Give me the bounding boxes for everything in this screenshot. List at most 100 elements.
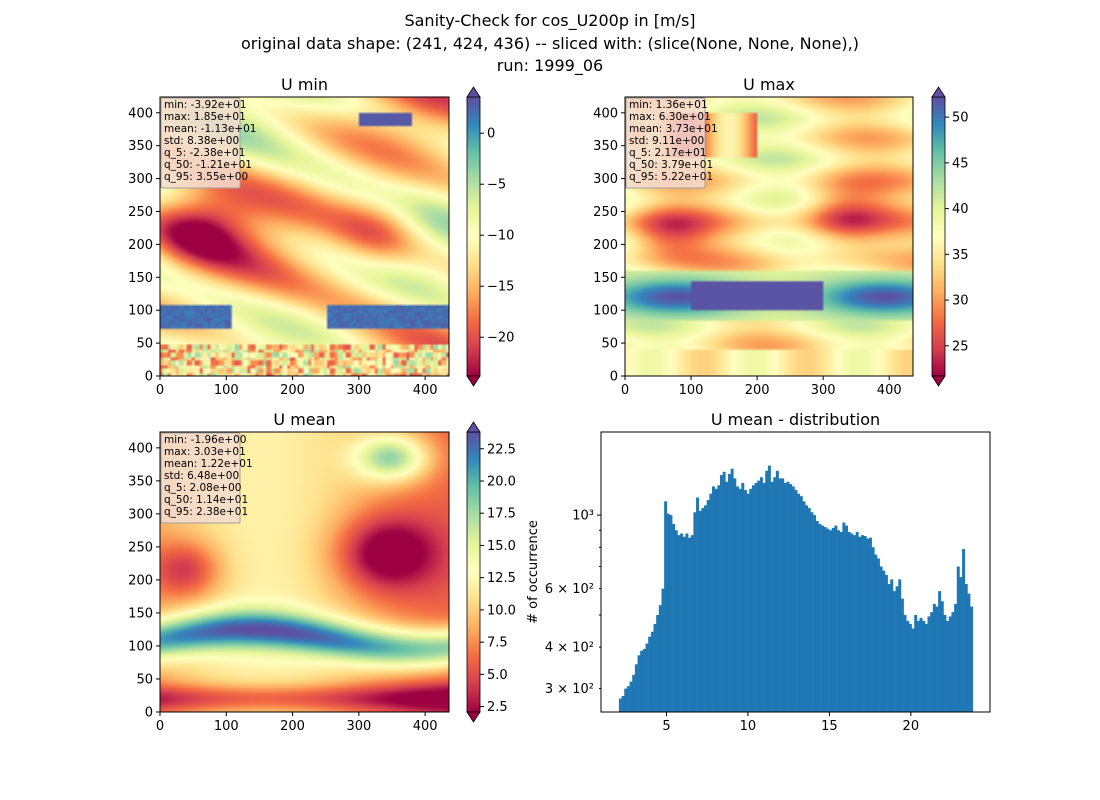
histogram-bar (733, 478, 737, 712)
u-max-ytick-label: 200 (593, 238, 618, 253)
histogram-bar (807, 508, 811, 712)
u-min-stats-line: std: 8.38e+00 (164, 135, 239, 147)
histogram-bar (818, 524, 822, 712)
histogram-bar (831, 527, 835, 712)
histogram-bar (887, 583, 891, 712)
u-mean-colorbar-tick-label: 10.0 (487, 603, 516, 618)
u-mean-distribution-ylabel: # of occurrence (526, 520, 541, 624)
histogram-bar (876, 558, 880, 712)
u-mean-colorbar-gradient (466, 431, 481, 713)
histogram-bar (911, 628, 915, 712)
histogram-bar (712, 486, 715, 712)
histogram-bar (704, 505, 708, 712)
u-mean-colorbar-tick-label: 5.0 (487, 668, 508, 683)
u-max-colorbar-tick-label: 45 (952, 156, 969, 171)
histogram-bar (690, 535, 694, 712)
histogram-bar (770, 481, 774, 712)
histogram-bar (823, 527, 827, 712)
u-mean-colorbar-extend-bottom (466, 711, 481, 723)
u-mean-colorbar-tick-label: 20.0 (487, 474, 516, 489)
u-mean-ytick-label: 400 (128, 441, 153, 456)
u-min-xtick-label: 0 (156, 383, 164, 398)
u-mean-colorbar-tick-label: 17.5 (487, 507, 516, 522)
histogram-bar (845, 525, 848, 712)
histogram-bar (898, 579, 902, 712)
u-min-stats-box (160, 97, 241, 189)
u-min-colorbar: 0 −5 −10 −15 −20 (466, 86, 514, 387)
histogram-bar (906, 620, 910, 712)
u-max-stats-line: q_50: 3.79e+01 (629, 159, 713, 171)
u-min-colorbar-extend-bottom (466, 375, 481, 387)
histogram-bar (943, 614, 947, 712)
u-max-stats-line: max: 6.30e+01 (629, 111, 711, 123)
u-mean-stats-line: std: 6.48e+00 (164, 470, 239, 482)
histogram-bar (682, 536, 686, 712)
u-max-ytick-label: 300 (593, 172, 618, 187)
histogram-bar (746, 493, 750, 712)
histogram-bar (727, 474, 731, 712)
histogram-bar (938, 591, 942, 712)
histogram-bar (658, 605, 662, 712)
u-mean-distribution-panel: U mean - distribution 5 10 15 20 3 × 10² 4 × 1… (526, 410, 991, 734)
histogram-bar (927, 616, 931, 712)
u-max-axes-frame (624, 96, 914, 377)
u-mean-distribution-ytick-label: 3 × 10² (545, 682, 594, 697)
histogram-bar (839, 531, 843, 712)
histogram-bar (743, 490, 747, 712)
u-min-stats-line: min: -3.92e+01 (164, 99, 246, 111)
histogram-bar (868, 537, 872, 712)
histogram-bar (786, 481, 790, 712)
u-mean-stats-line: q_95: 2.38e+01 (164, 506, 248, 518)
u-mean-distribution-xtick-label: 5 (662, 719, 670, 734)
histogram-bar (648, 636, 652, 712)
u-min-colorbar-tick-label: 0 (487, 127, 495, 142)
u-mean-panel: U mean 0 100 200 300 400 0 50 100 150 200 250 300 350… (128, 410, 516, 734)
histogram-bar (967, 593, 971, 712)
u-max-xtick-label: 200 (745, 383, 770, 398)
u-mean-xtick-label: 100 (214, 719, 239, 734)
u-mean-ytick-label: 150 (128, 606, 153, 621)
histogram-bar (629, 681, 633, 712)
histogram-bar (698, 510, 702, 712)
histogram-bar (850, 533, 854, 712)
u-mean-xtick-label: 0 (156, 719, 164, 734)
histogram-bar (717, 485, 721, 712)
histogram-bar (964, 583, 968, 712)
histogram-bar (970, 606, 974, 712)
u-max-colorbar-tick-label: 35 (952, 248, 969, 263)
histogram-bar (688, 537, 692, 712)
histogram-bar (895, 586, 899, 712)
histogram-bar (751, 485, 755, 712)
histogram-bar (834, 525, 838, 712)
u-min-ytick-label: 50 (136, 337, 153, 352)
histogram-bar (632, 674, 636, 712)
u-mean-ytick-label: 0 (145, 706, 153, 721)
histogram-bar (642, 648, 646, 712)
histogram-bar (645, 643, 649, 712)
u-max-ytick-label: 50 (601, 337, 618, 352)
histogram-bar (714, 488, 718, 712)
histogram-bar (669, 515, 673, 712)
histogram-bar (829, 530, 833, 712)
u-min-colorbar-tick-label: −10 (487, 229, 514, 244)
u-mean-stats-box (160, 432, 241, 524)
histogram-bar (919, 617, 923, 712)
histogram-bar (775, 470, 779, 712)
u-mean-colorbar: 2.5 5.0 7.5 10.0 12.5 15.0 17.5 20.0 22.5 (466, 421, 516, 723)
histogram-bar (924, 623, 928, 712)
u-min-xtick-label: 200 (280, 383, 305, 398)
histogram-bar (935, 606, 939, 712)
histogram-bar (890, 579, 894, 712)
histogram-bar (696, 497, 700, 712)
u-mean-colorbar-tick-label: 15.0 (487, 539, 516, 554)
u-min-colorbar-tick-label: −15 (487, 280, 514, 295)
u-min-axes-frame (159, 96, 450, 377)
u-min-title: U min (281, 75, 328, 94)
u-mean-ytick-label: 200 (128, 573, 153, 588)
histogram-bar (706, 500, 710, 712)
u-mean-distribution-title: U mean - distribution (711, 410, 880, 429)
histogram-bar (741, 482, 745, 712)
u-mean-ytick-label: 250 (128, 540, 153, 555)
histogram-bar (863, 535, 867, 712)
histogram-bar (930, 612, 934, 712)
